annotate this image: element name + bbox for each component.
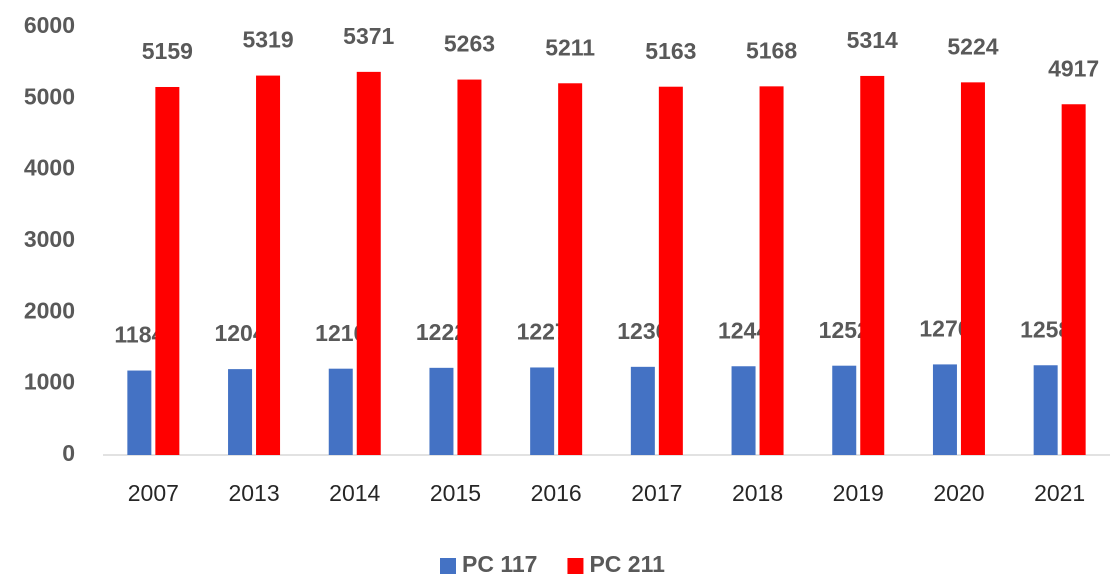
bar bbox=[960, 82, 985, 455]
bar bbox=[759, 86, 784, 455]
legend-label: PC 211 bbox=[589, 551, 665, 577]
x-tick-label: 2013 bbox=[228, 480, 279, 506]
bar bbox=[429, 367, 454, 455]
bar bbox=[558, 83, 583, 456]
y-tick-label: 3000 bbox=[24, 226, 75, 252]
y-tick-label: 1000 bbox=[24, 369, 75, 395]
legend-label: PC 117 bbox=[462, 551, 537, 577]
value-label: 5163 bbox=[645, 38, 696, 64]
bar bbox=[356, 71, 381, 456]
x-tick-label: 2014 bbox=[329, 480, 380, 506]
legend-swatch bbox=[567, 558, 584, 574]
bar bbox=[658, 86, 683, 456]
bar bbox=[932, 364, 957, 455]
bar bbox=[860, 75, 885, 456]
bar bbox=[1061, 104, 1086, 455]
bar bbox=[155, 86, 180, 455]
bar bbox=[228, 369, 253, 455]
bar bbox=[328, 368, 353, 455]
value-label: 5211 bbox=[545, 34, 595, 60]
y-tick-label: 0 bbox=[62, 440, 75, 466]
value-label: 5224 bbox=[947, 33, 998, 59]
bar bbox=[127, 370, 152, 455]
value-label: 5314 bbox=[847, 27, 898, 53]
x-tick-label: 2007 bbox=[128, 480, 179, 506]
legend-swatch bbox=[440, 558, 456, 574]
value-label: 4917 bbox=[1048, 55, 1099, 81]
x-tick-label: 2017 bbox=[631, 480, 682, 506]
bar bbox=[832, 365, 857, 455]
value-label: 5371 bbox=[343, 23, 394, 49]
x-tick-label: 2019 bbox=[833, 480, 884, 506]
x-tick-label: 2016 bbox=[531, 480, 582, 506]
y-tick-label: 2000 bbox=[24, 297, 75, 323]
x-tick-label: 2018 bbox=[732, 480, 783, 506]
x-tick-label: 2015 bbox=[430, 480, 481, 506]
bar bbox=[530, 367, 555, 455]
value-label: 5168 bbox=[746, 37, 797, 63]
value-label: 5263 bbox=[444, 31, 495, 57]
value-label: 5159 bbox=[142, 38, 193, 64]
y-tick-label: 4000 bbox=[24, 155, 75, 181]
x-tick-label: 2020 bbox=[933, 480, 984, 506]
y-tick-label: 6000 bbox=[24, 12, 75, 38]
bar bbox=[731, 366, 756, 455]
value-label: 5319 bbox=[242, 27, 293, 53]
bar bbox=[256, 75, 281, 455]
x-tick-label: 2021 bbox=[1034, 480, 1085, 506]
bar bbox=[630, 366, 655, 455]
y-tick-label: 5000 bbox=[24, 83, 75, 109]
bar bbox=[1033, 365, 1058, 455]
bar bbox=[457, 79, 482, 456]
